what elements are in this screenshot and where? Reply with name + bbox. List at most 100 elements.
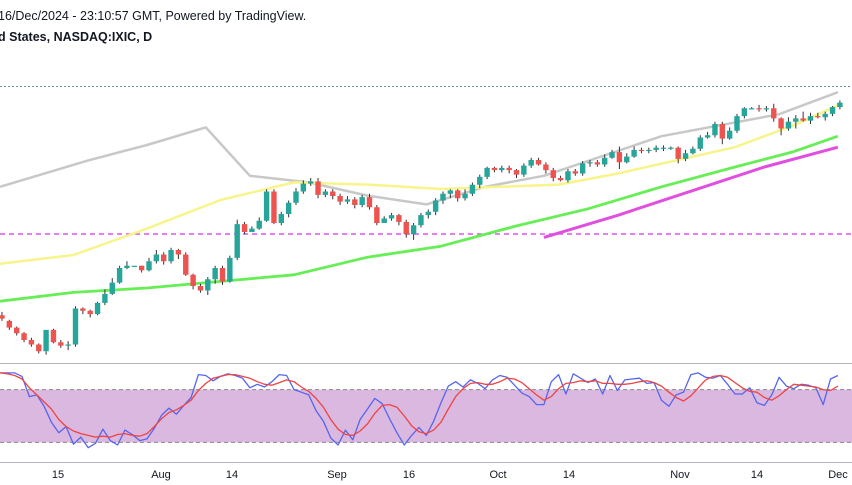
candle-body	[800, 118, 806, 121]
candle	[668, 146, 674, 150]
candle	[763, 106, 770, 112]
candle-body	[263, 191, 270, 221]
candle	[131, 265, 137, 267]
candle	[168, 247, 174, 264]
candle-body	[726, 130, 733, 139]
candle	[102, 289, 108, 306]
candle	[381, 216, 387, 223]
candle-body	[14, 327, 20, 334]
candle	[726, 127, 733, 140]
x-tick-label: 16	[403, 469, 415, 481]
candle-body	[565, 171, 571, 181]
candle	[646, 147, 652, 154]
candle-body	[572, 171, 578, 174]
candle	[712, 121, 718, 138]
candle-body	[616, 152, 623, 163]
candle-body	[102, 293, 108, 303]
candle-body	[660, 147, 667, 149]
candle-body	[80, 308, 86, 311]
candle-body	[815, 116, 821, 118]
candle	[609, 149, 615, 159]
candle-body	[94, 302, 101, 315]
candle	[543, 162, 549, 174]
candle	[234, 219, 240, 261]
candle-body	[322, 191, 329, 195]
candle	[124, 261, 130, 270]
chart-timestamp-header: 16/Dec/2024 - 23:10:57 GMT, Powered by T…	[0, 9, 307, 23]
candle	[146, 257, 152, 272]
candle-body	[352, 199, 358, 205]
candle-body	[418, 215, 424, 226]
x-tick-label: Sep	[327, 469, 347, 481]
candle	[153, 250, 160, 264]
candle	[109, 278, 115, 295]
candle-body	[646, 149, 652, 152]
candle	[352, 197, 358, 209]
candle	[778, 117, 784, 136]
candle	[565, 169, 571, 183]
candle	[300, 180, 307, 194]
candle-body	[499, 167, 505, 171]
candle	[366, 193, 373, 210]
candle-body	[374, 207, 380, 223]
candle	[87, 309, 93, 318]
candle	[815, 112, 821, 119]
candle	[72, 306, 79, 347]
candle-body	[793, 118, 799, 122]
candle-body	[146, 261, 152, 271]
candle-body	[300, 183, 307, 192]
candle	[785, 117, 792, 131]
candle-body	[285, 202, 292, 214]
candle-body	[153, 254, 160, 262]
candle-body	[72, 308, 79, 345]
candle-body	[785, 121, 792, 129]
candle	[374, 205, 380, 226]
candle	[263, 189, 270, 222]
candle-body	[124, 265, 130, 268]
candle-body	[212, 268, 218, 280]
candle	[594, 160, 601, 167]
candle	[447, 189, 454, 199]
candle-body	[682, 153, 689, 159]
candle	[653, 145, 659, 153]
candle-body	[388, 215, 395, 219]
candle-body	[65, 344, 71, 346]
candle-body	[6, 320, 13, 328]
candle-body	[697, 137, 703, 149]
candle-body	[557, 178, 564, 181]
candle-body	[609, 152, 615, 158]
candle-body	[249, 228, 255, 232]
candle	[697, 135, 703, 151]
candle-body	[234, 224, 240, 258]
candle	[175, 248, 182, 259]
candle-body	[719, 124, 725, 139]
candle-body	[477, 176, 483, 185]
candle	[829, 106, 836, 117]
candle	[734, 113, 740, 133]
candle	[418, 212, 424, 228]
candle-body	[778, 118, 784, 129]
candle-body	[396, 215, 402, 222]
candle-body	[440, 193, 446, 201]
candle-body	[653, 147, 659, 150]
candle-body	[594, 162, 601, 165]
candle	[616, 146, 623, 169]
candle	[690, 146, 696, 155]
candle-body	[587, 162, 593, 164]
candle-body	[116, 268, 123, 283]
candle	[190, 273, 196, 290]
candle-body	[0, 315, 5, 319]
candle	[21, 332, 27, 343]
candle	[271, 189, 277, 225]
x-tick-label: Aug	[151, 469, 171, 481]
candle-body	[690, 148, 696, 154]
candle-body	[829, 107, 836, 114]
candle	[278, 211, 284, 226]
candle	[477, 174, 483, 189]
x-tick-label: 14	[751, 469, 763, 481]
candle	[837, 100, 843, 110]
candle-body	[293, 191, 299, 203]
candle-body	[161, 254, 167, 262]
candle-body	[638, 149, 645, 152]
candle-body	[425, 211, 431, 216]
